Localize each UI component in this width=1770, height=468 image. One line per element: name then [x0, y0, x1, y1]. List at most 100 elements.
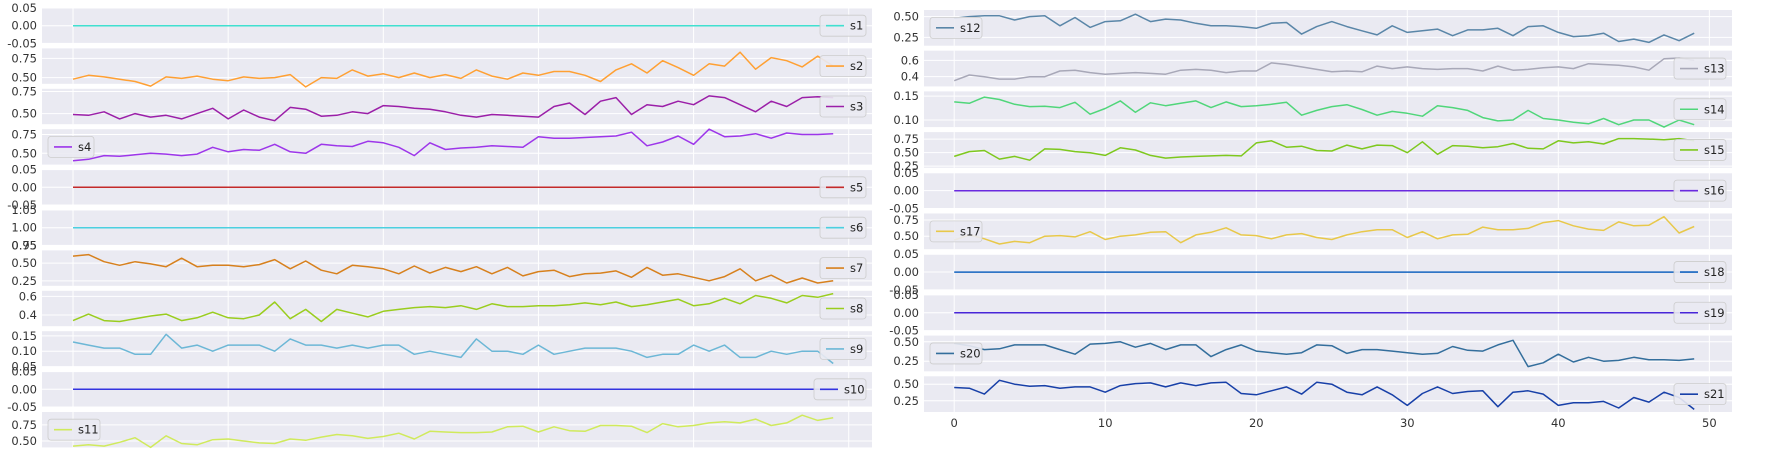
- y-tick-label: 0.25: [893, 30, 919, 44]
- panel-s6: 1.05 1.00 0.95 s6: [11, 203, 872, 252]
- legend-label: s2: [850, 59, 863, 73]
- y-tick-label: 0.15: [893, 89, 919, 103]
- legend-label: s18: [1704, 265, 1725, 279]
- panel-s20: 0.50 0.25 s20: [893, 335, 1732, 372]
- legend-label: s20: [960, 346, 981, 360]
- x-tick-label: 50: [1702, 416, 1717, 430]
- series-line-s20: [954, 339, 1695, 368]
- y-tick-label: 0.05: [893, 288, 919, 302]
- panel-s5: 0.05 0.00 -0.05 s5: [7, 163, 872, 212]
- panel-s13: 0.6 0.4 s13: [901, 50, 1732, 87]
- panel-background: [924, 132, 1732, 168]
- y-tick-label: 0.00: [11, 180, 37, 194]
- legend-s10: s10: [813, 378, 867, 401]
- panel-s10: 0.05 0.00 -0.05 s10: [7, 365, 872, 414]
- legend-s4: s4: [47, 135, 95, 158]
- y-tick-label: 0.25: [11, 274, 37, 288]
- series-line-s9: [72, 333, 834, 365]
- legend-label: s14: [1704, 102, 1725, 116]
- series-line-s2: [72, 51, 834, 88]
- y-tick-label: 0.75: [11, 84, 37, 98]
- y-tick-label: 1.00: [11, 221, 37, 235]
- legend-s17: s17: [929, 220, 983, 243]
- y-tick-label: 0.75: [893, 132, 919, 146]
- y-tick-label: 0.50: [11, 107, 37, 121]
- y-tick-label: 0.75: [11, 127, 37, 141]
- legend-s21: s21: [1673, 383, 1727, 406]
- series-line-s7: [72, 253, 834, 284]
- legend-label: s16: [1704, 184, 1725, 198]
- panel-s4: 0.75 0.50 s4: [11, 127, 872, 165]
- panel-background: [42, 48, 872, 84]
- series-line-s17: [953, 215, 1695, 245]
- legend-label: s5: [850, 180, 863, 194]
- series-line-s3: [72, 95, 834, 122]
- series-line-s11: [72, 414, 834, 449]
- legend-box: [929, 16, 983, 39]
- y-tick-label: 0.00: [11, 19, 37, 33]
- y-tick-label: 0.15: [11, 329, 37, 343]
- panel-background: [924, 213, 1732, 250]
- legend-box: [1673, 179, 1727, 202]
- panel-s1: 0.05 0.00 -0.05 s1: [7, 1, 872, 50]
- y-tick-label: 0.50: [11, 434, 37, 448]
- y-tick-label: 0.4: [19, 308, 37, 322]
- legend-s13: s13: [1673, 57, 1727, 80]
- panel-background: [924, 376, 1732, 412]
- legend-box: [1673, 301, 1727, 324]
- series-line-s13: [953, 57, 1695, 82]
- legend-box: [1673, 98, 1727, 121]
- legend-s3: s3: [819, 95, 867, 118]
- legend-s14: s14: [1673, 98, 1727, 121]
- x-tick-label: 10: [1098, 416, 1113, 430]
- y-tick-label: 0.00: [893, 184, 919, 198]
- y-tick-label: -0.05: [7, 36, 37, 50]
- panel-background: [924, 335, 1732, 372]
- legend-label: s12: [960, 21, 981, 35]
- panel-s8: 0.6 0.4 s8: [19, 289, 872, 327]
- y-tick-label: 0.75: [11, 418, 37, 432]
- series-line-s21: [954, 379, 1695, 410]
- legend-s1: s1: [819, 14, 867, 37]
- y-tick-label: -0.05: [7, 198, 37, 212]
- y-tick-label: 0.25: [893, 159, 919, 173]
- panel-s12: 0.50 0.25 s12: [893, 10, 1732, 46]
- legend-label: s7: [850, 261, 863, 275]
- panel-s18: 0.05 0.00 -0.05 s18: [889, 247, 1732, 297]
- y-tick-label: -0.05: [889, 324, 919, 338]
- y-tick-label: 0.95: [11, 238, 37, 252]
- legend-label: s13: [1704, 62, 1725, 76]
- panel-s15: 0.750.500.25 s15: [893, 132, 1732, 173]
- panel-background: [42, 331, 872, 367]
- legend-label: s6: [850, 221, 863, 235]
- panel-s14: 0.15 0.10 s14: [893, 89, 1732, 128]
- y-tick-label: 0.50: [893, 146, 919, 160]
- panel-background: [42, 129, 872, 165]
- legend-s16: s16: [1673, 179, 1727, 202]
- series-line-s15: [953, 137, 1695, 161]
- legend-label: s8: [850, 302, 863, 316]
- series-line-s4: [72, 128, 834, 162]
- y-tick-label: 0.05: [893, 166, 919, 180]
- y-tick-label: 0.4: [901, 70, 919, 84]
- y-tick-label: -0.05: [7, 400, 37, 414]
- x-tick-label: 20: [1249, 416, 1264, 430]
- y-tick-label: 0.05: [11, 365, 37, 379]
- panel-s2: 0.75 0.50 s2: [11, 48, 872, 88]
- panel-s19: 0.05 0.00 -0.05 s19: [889, 288, 1732, 338]
- legend-label: s1: [850, 19, 863, 33]
- series-line-s14: [954, 96, 1695, 128]
- series-line-s8: [72, 292, 834, 323]
- legend-s5: s5: [819, 176, 867, 199]
- y-tick-label: 0.50: [11, 146, 37, 160]
- panel-background: [42, 412, 872, 448]
- legend-label: s3: [850, 100, 863, 114]
- y-tick-label: 0.25: [893, 394, 919, 408]
- legend-box: [929, 342, 983, 365]
- legend-s7: s7: [819, 257, 867, 280]
- legend-box: [1673, 57, 1727, 80]
- legend-label: s17: [960, 224, 981, 238]
- panel-s7: 0.75 0.50 0.25 s7: [11, 238, 872, 288]
- legend-label: s19: [1704, 306, 1725, 320]
